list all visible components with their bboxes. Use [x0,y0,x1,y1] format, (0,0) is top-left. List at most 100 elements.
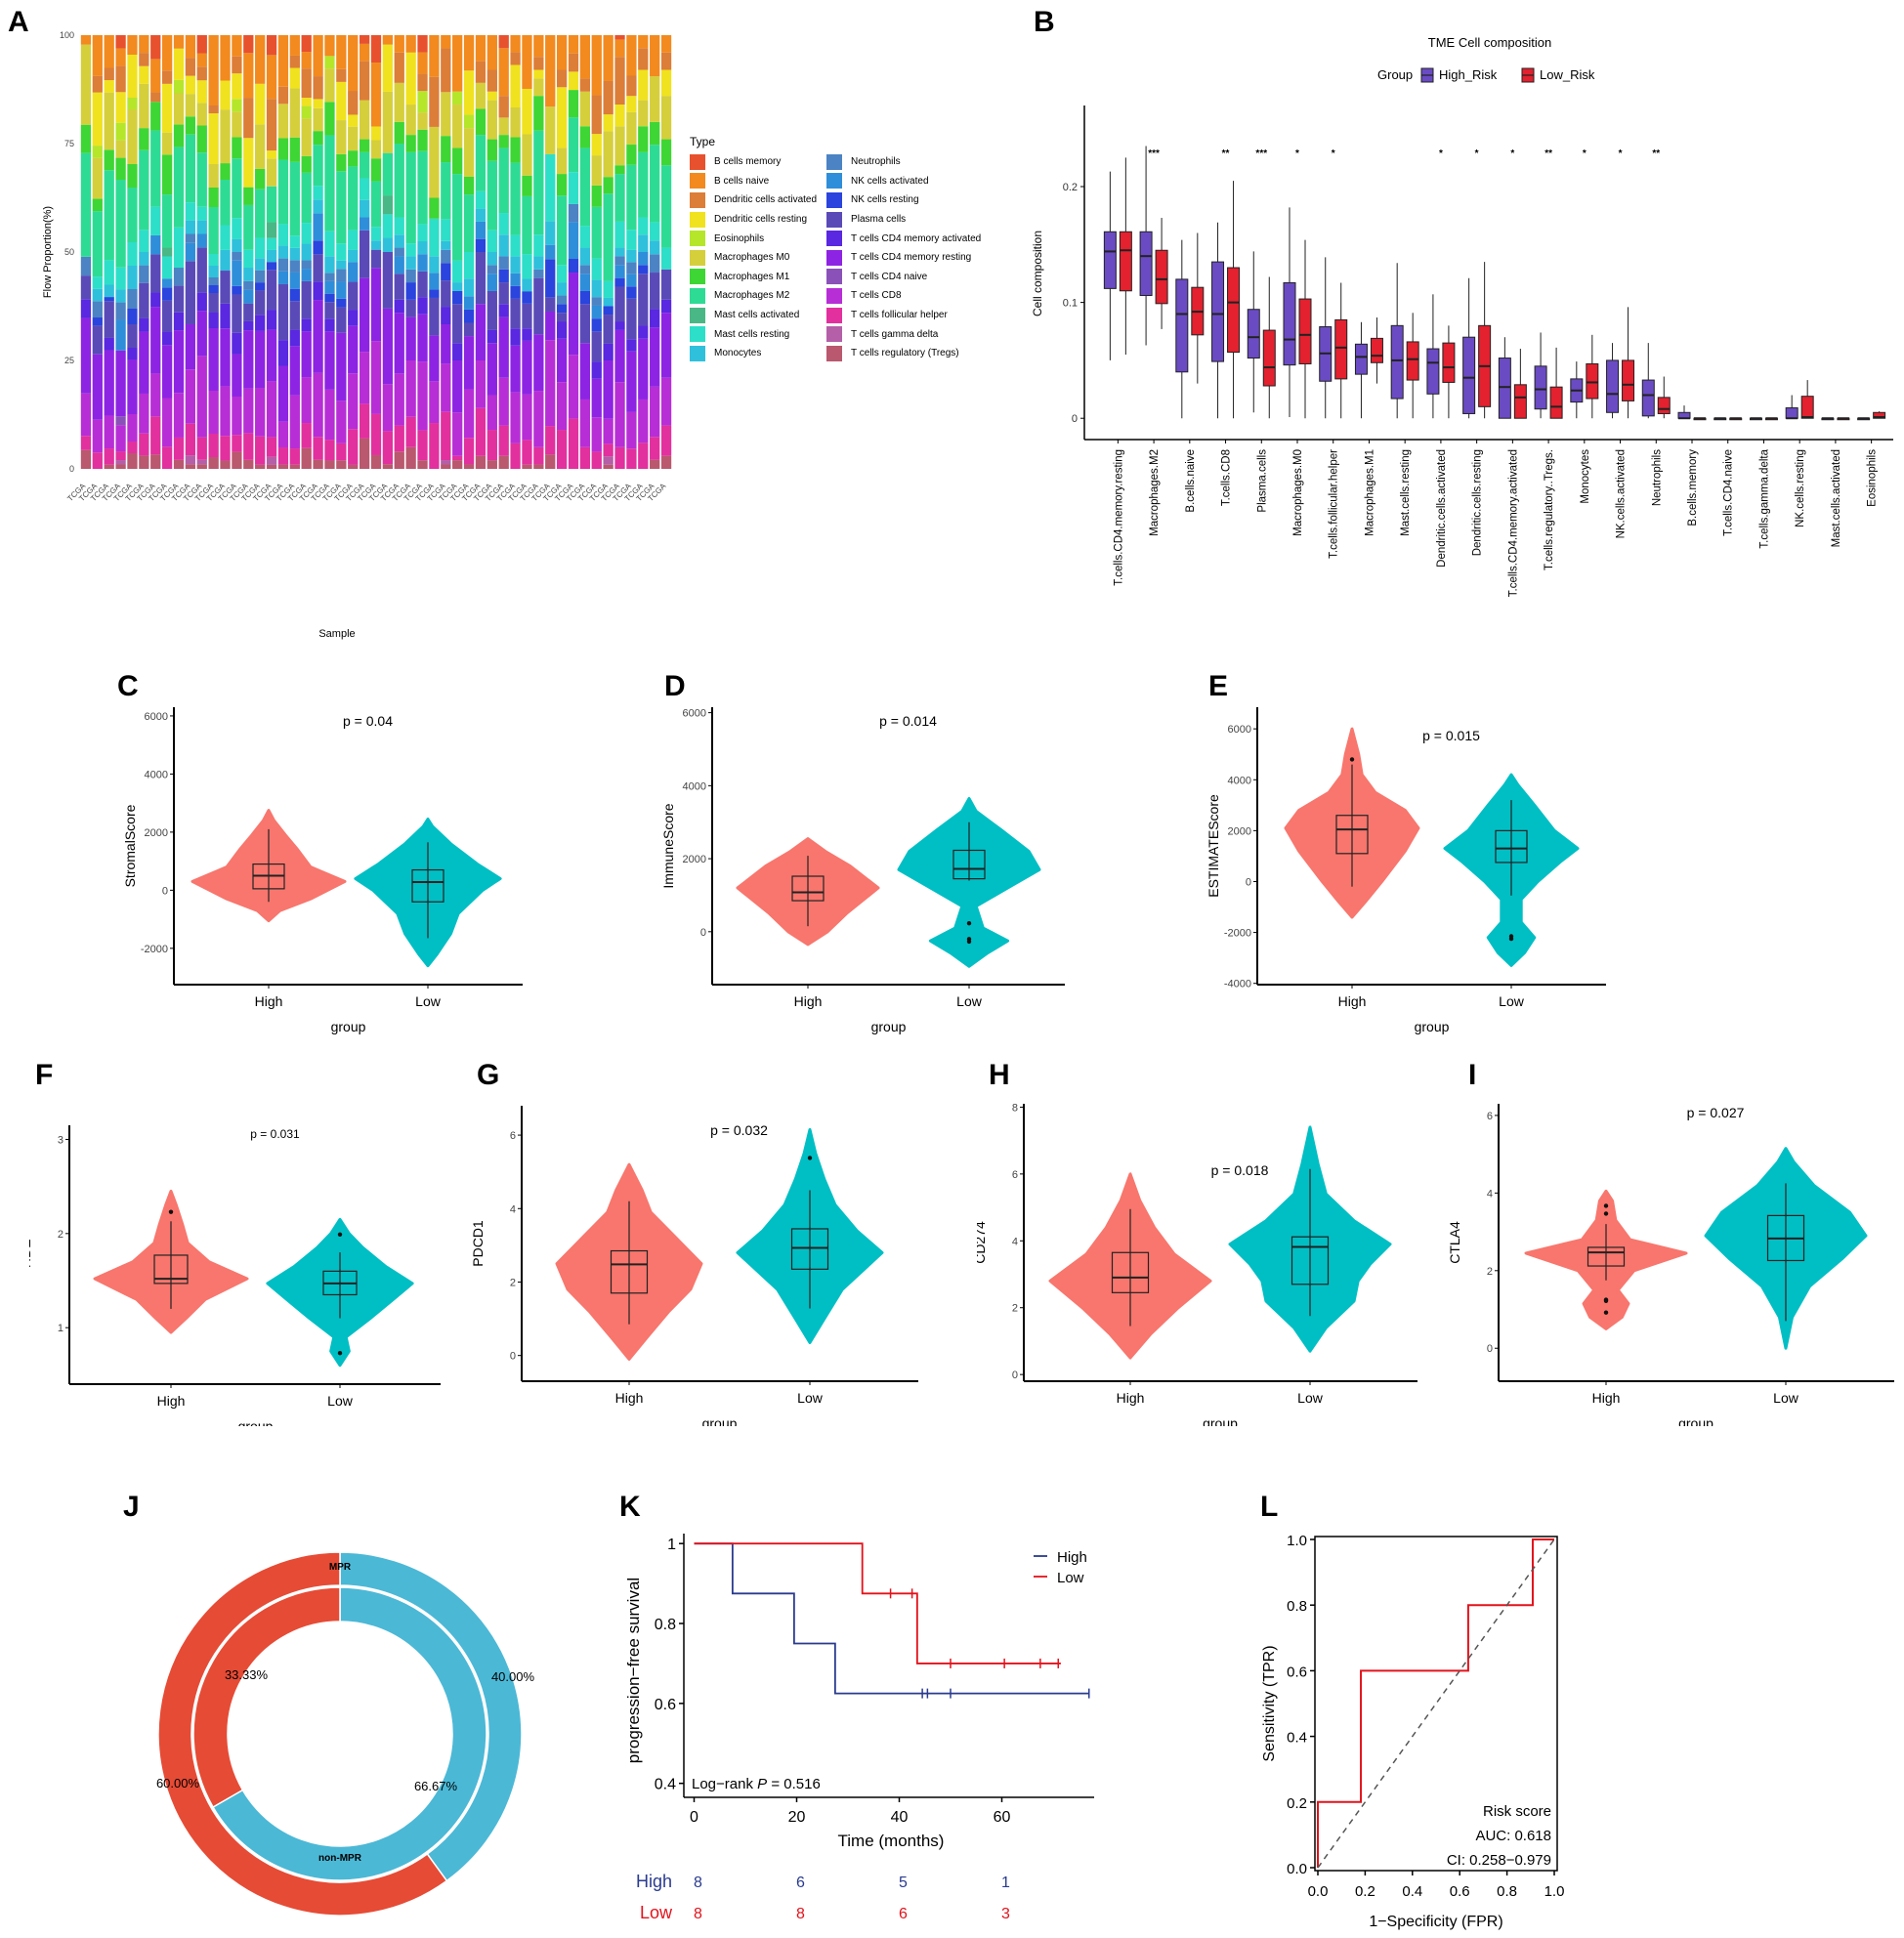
bar-segment [301,331,312,378]
bar-segment [232,137,242,159]
bar-segment [522,394,532,441]
y-tick-label: 4 [1487,1188,1493,1200]
bar-segment [348,126,359,151]
bar-segment [545,35,556,107]
bar-segment [498,135,509,148]
bar-segment [243,303,254,321]
bar-segment [243,320,254,331]
legend-item: Eosinophils [690,229,817,248]
annotation-part: P [757,1776,767,1792]
bar-segment [614,321,625,330]
bar-segment [336,281,347,299]
bar-segment [150,59,161,93]
bar-segment [359,277,370,353]
bar-segment [196,437,207,460]
bar-segment [591,361,602,379]
bar-segment [417,297,428,315]
y-tick-label: 0.4 [1287,1730,1307,1747]
bar-segment [115,464,126,469]
bar-segment [579,274,591,291]
panel-label-d: D [664,670,686,702]
bar-segment [370,413,382,455]
bar-segment [463,114,475,129]
bar-segment [487,430,497,461]
bar-segment [556,338,568,383]
bar-segment [313,437,323,460]
bar-segment [348,464,359,469]
bar-segment [139,433,149,456]
bar-segment [185,242,196,262]
y-tick-label: 0 [1072,413,1078,425]
bar-segment [475,61,487,83]
risk-table-count: 1 [1001,1875,1010,1891]
bar-segment [638,69,649,101]
bar-segment [266,55,277,100]
bar-segment [115,302,126,320]
y-axis-label: ImmuneScore [660,803,676,888]
bar-segment [196,233,207,248]
violin-chart-f: 1 2 3 TIDE group p = 0.031 High Low [29,1125,441,1426]
outlier-point [168,1209,174,1214]
bar-segment [185,75,196,95]
bar-segment [452,290,463,305]
bar-segment [92,301,103,318]
bar-segment [370,158,382,182]
x-tick-label: 0.4 [1402,1883,1422,1900]
bar-segment [626,111,637,146]
bar-segment [277,464,289,469]
legend-label: Low_Risk [1540,67,1595,82]
bar-segment [324,135,335,232]
bar-segment [173,393,185,438]
bar-segment [255,124,266,169]
bar-segment [394,217,404,235]
bar-segment [579,399,591,447]
bar-segment [359,35,370,44]
bar-segment [614,329,625,383]
y-tick-label: 0.6 [1287,1664,1307,1680]
bar-segment [277,138,289,160]
bar-segment [510,328,521,346]
x-tick-label: Low [1499,993,1525,1009]
legend-swatch [826,345,843,361]
y-tick-label: 2 [1487,1266,1493,1278]
bar-segment [370,227,382,241]
bar-segment [208,105,219,113]
bar-segment [650,35,660,77]
bar-segment [382,152,394,196]
bar-segment [626,339,637,352]
bar-segment [510,442,521,469]
bar-segment [266,262,277,271]
bar-segment [417,91,428,113]
bar-segment [533,446,544,465]
bar-segment [441,307,451,324]
legend-swatch [690,191,705,208]
bar-segment [150,307,161,374]
bar-segment [626,145,637,165]
legend-swatch [690,287,705,304]
bar-segment [370,454,382,469]
bar-segment [603,35,614,81]
bar-segment [545,244,556,260]
bar-segment [301,155,312,173]
legend-swatch [690,345,705,361]
bar-segment [115,92,126,123]
box [1873,411,1886,419]
legend-swatch [690,249,705,266]
bar-segment [301,172,312,224]
legend-label: NK cells activated [851,175,929,187]
legend-label: NK cells resting [851,194,919,206]
bar-segment [638,442,649,469]
risk-table-count: 8 [694,1875,702,1891]
bar-segment [522,328,532,341]
box [411,868,444,903]
bar-segment [556,147,568,175]
bar-segment [487,265,497,274]
bar-segment [324,256,335,274]
bar-segment [220,249,231,272]
bar-segment [92,317,103,326]
y-tick-label: 0 [69,464,74,474]
legend-label: T cells regulatory (Tregs) [851,348,959,359]
bar-segment [161,331,173,346]
bar-segment [324,273,335,281]
bar-segment [441,35,451,49]
